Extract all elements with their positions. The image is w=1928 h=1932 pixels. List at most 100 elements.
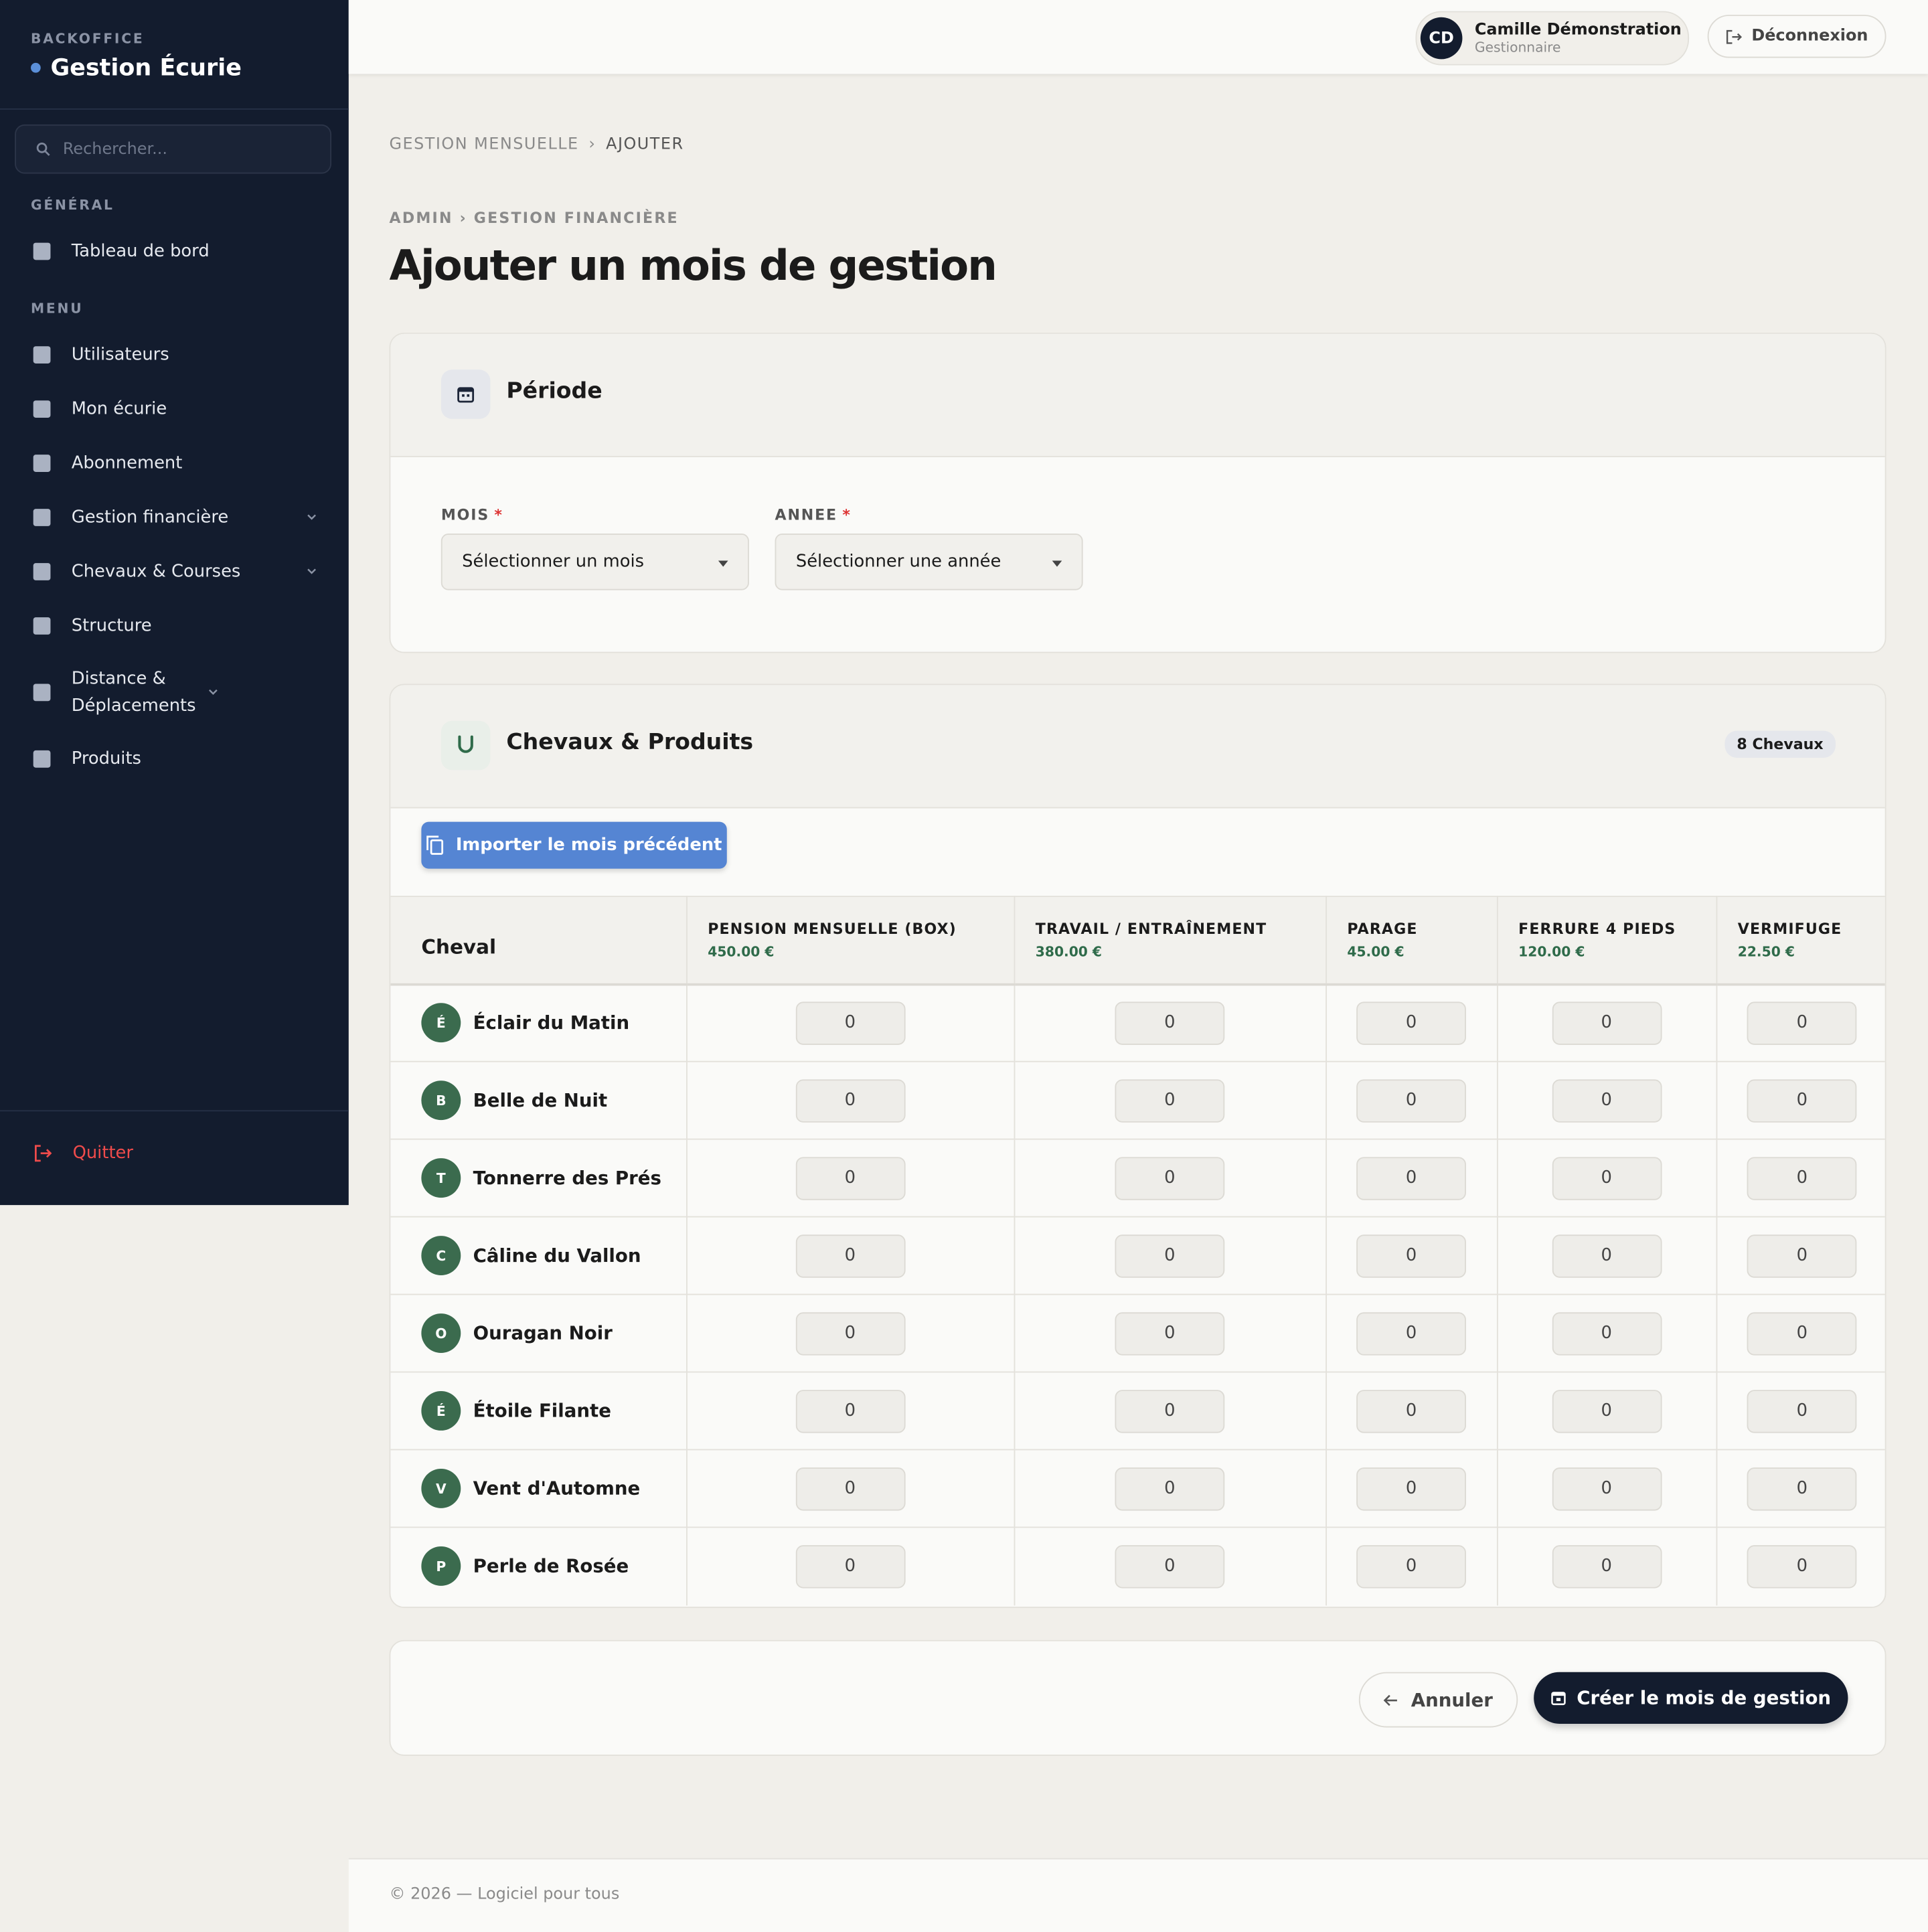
quantity-input[interactable]: 0 xyxy=(1551,1078,1662,1122)
quantity-input[interactable]: 0 xyxy=(1551,1311,1662,1355)
search-icon xyxy=(36,143,50,156)
quantity-input[interactable]: 0 xyxy=(795,1078,905,1122)
nav-item[interactable]: Mon écurie xyxy=(0,382,349,436)
horse: V Vent d'Automne xyxy=(421,1468,686,1508)
quantity-cell: 0 xyxy=(686,1527,1015,1605)
horse-name: Belle de Nuit xyxy=(473,1089,608,1112)
quantity-cell: 0 xyxy=(1496,983,1717,1062)
quantity-input[interactable]: 0 xyxy=(1551,1389,1662,1433)
nav-item[interactable]: Chevaux & Courses xyxy=(0,545,349,599)
select[interactable]: Sélectionner un mois xyxy=(440,533,749,590)
search-input[interactable]: Rechercher... xyxy=(15,124,332,174)
nav-item[interactable]: Gestion financière xyxy=(0,491,349,545)
quantity-input[interactable]: 0 xyxy=(795,1234,905,1277)
quantity-cell: 0 xyxy=(1014,1061,1327,1140)
quantity-cell: 0 xyxy=(686,1294,1015,1373)
nav-icon xyxy=(33,563,51,580)
quantity-input[interactable]: 0 xyxy=(795,1389,905,1433)
select-placeholder: Sélectionner une année xyxy=(795,552,1001,572)
import-button[interactable]: Importer le mois précédent xyxy=(421,821,727,869)
quit-link[interactable]: Quitter xyxy=(33,1143,133,1163)
nav-item[interactable]: Utilisateurs xyxy=(0,328,349,382)
caret-icon xyxy=(718,552,728,572)
quantity-input[interactable]: 0 xyxy=(795,1544,905,1589)
quantity-input[interactable]: 0 xyxy=(1551,1234,1662,1277)
quantity-input[interactable]: 0 xyxy=(1551,1156,1662,1200)
horse-cell: É Éclair du Matin xyxy=(390,983,687,1062)
quantity-cell: 0 xyxy=(1496,1449,1717,1528)
quantity-input[interactable]: 0 xyxy=(795,1001,905,1045)
import-label: Importer le mois précédent xyxy=(455,835,722,856)
quantity-input[interactable]: 0 xyxy=(1356,1234,1466,1277)
horse-cell: P Perle de Rosée xyxy=(390,1527,687,1605)
brand[interactable]: Gestion Écurie xyxy=(31,54,242,81)
quantity-input[interactable]: 0 xyxy=(1115,1389,1225,1433)
nav-item[interactable]: Abonnement xyxy=(0,436,349,491)
footer-text: © 2026 — Logiciel pour tous xyxy=(389,1885,620,1904)
nav-item[interactable]: Produits xyxy=(0,732,349,786)
quantity-input[interactable]: 0 xyxy=(795,1156,905,1200)
topbar: CD Camille Démonstration Gestionnaire Dé… xyxy=(348,0,1928,74)
quantity-input[interactable]: 0 xyxy=(1115,1544,1225,1589)
quantity-input[interactable]: 0 xyxy=(1551,1544,1662,1589)
quantity-input[interactable]: 0 xyxy=(1115,1001,1225,1045)
quantity-cell: 0 xyxy=(1014,1139,1327,1218)
quantity-cell: 0 xyxy=(1496,1294,1717,1373)
horse-cell: V Vent d'Automne xyxy=(390,1449,687,1528)
divider xyxy=(0,1110,349,1112)
field-label: ANNEE * xyxy=(775,506,1083,524)
quantity-cell: 0 xyxy=(1716,1061,1885,1140)
count-badge: 8 Chevaux xyxy=(1724,730,1836,758)
quantity-input[interactable]: 0 xyxy=(1115,1234,1225,1277)
quantity-input[interactable]: 0 xyxy=(1115,1078,1225,1122)
quantity-cell: 0 xyxy=(1326,983,1498,1062)
quantity-input[interactable]: 0 xyxy=(1115,1467,1225,1510)
horse-initial: É xyxy=(421,1391,461,1431)
select-placeholder: Sélectionner un mois xyxy=(462,552,645,572)
card-header: Chevaux & Produits 8 Chevaux xyxy=(390,685,1885,809)
quantity-input[interactable]: 0 xyxy=(1747,1234,1857,1277)
quantity-input[interactable]: 0 xyxy=(1115,1156,1225,1200)
nav-item[interactable]: Tableau de bord xyxy=(0,224,349,278)
quantity-input[interactable]: 0 xyxy=(1356,1389,1466,1433)
user-role: Gestionnaire xyxy=(1474,39,1561,56)
quantity-input[interactable]: 0 xyxy=(1747,1311,1857,1355)
quantity-cell: 0 xyxy=(686,983,1015,1062)
table-row: P Perle de Rosée 0 0 0 0 0 xyxy=(390,1527,1884,1605)
quantity-input[interactable]: 0 xyxy=(1356,1078,1466,1122)
nav-item[interactable]: Distance & Déplacements xyxy=(0,653,349,732)
quantity-input[interactable]: 0 xyxy=(1747,1001,1857,1045)
submit-button[interactable]: Créer le mois de gestion xyxy=(1534,1672,1848,1724)
cancel-button[interactable]: Annuler xyxy=(1358,1672,1518,1728)
card-header: Période xyxy=(390,333,1885,457)
quantity-input[interactable]: 0 xyxy=(1747,1389,1857,1433)
logout-button[interactable]: Déconnexion xyxy=(1707,15,1886,58)
quantity-input[interactable]: 0 xyxy=(1356,1544,1466,1589)
quantity-input[interactable]: 0 xyxy=(1115,1311,1225,1355)
quantity-input[interactable]: 0 xyxy=(795,1467,905,1510)
column-price: 45.00 € xyxy=(1347,943,1404,960)
quantity-input[interactable]: 0 xyxy=(1551,1001,1662,1045)
quit-label: Quitter xyxy=(72,1143,134,1163)
cancel-label: Annuler xyxy=(1411,1688,1493,1711)
quantity-input[interactable]: 0 xyxy=(1356,1467,1466,1510)
quantity-input[interactable]: 0 xyxy=(1747,1544,1857,1589)
select[interactable]: Sélectionner une année xyxy=(775,533,1083,590)
user-chip[interactable]: CD Camille Démonstration Gestionnaire xyxy=(1415,11,1690,66)
back-icon xyxy=(1384,1694,1398,1706)
quantity-input[interactable]: 0 xyxy=(1747,1156,1857,1200)
quantity-input[interactable]: 0 xyxy=(1551,1467,1662,1510)
quantity-input[interactable]: 0 xyxy=(1747,1467,1857,1510)
quantity-input[interactable]: 0 xyxy=(1356,1001,1466,1045)
breadcrumb-item[interactable]: GESTION MENSUELLE xyxy=(389,135,579,155)
nav-item[interactable]: Structure xyxy=(0,599,349,653)
quantity-input[interactable]: 0 xyxy=(1747,1078,1857,1122)
nav-icon xyxy=(33,242,51,260)
quantity-input[interactable]: 0 xyxy=(1356,1156,1466,1200)
quantity-input[interactable]: 0 xyxy=(1356,1311,1466,1355)
quantity-cell: 0 xyxy=(1716,1372,1885,1451)
nav-icon xyxy=(33,400,51,418)
quantity-input[interactable]: 0 xyxy=(795,1311,905,1355)
